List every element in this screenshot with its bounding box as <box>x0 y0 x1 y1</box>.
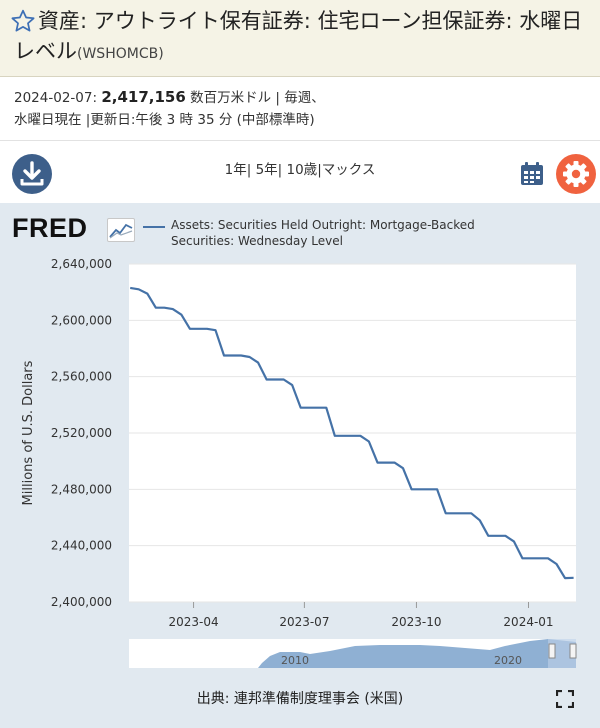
fullscreen-icon[interactable] <box>556 690 574 708</box>
legend-swatch <box>143 226 165 228</box>
y-tick-label: 2,640,000 <box>51 257 112 271</box>
x-tick-label: 2023-10 <box>391 615 441 629</box>
chart-toolbar <box>0 140 600 203</box>
series-meta: 2024-02-07: 2,417,156 数百万米ドル | 毎週、 水曜日現在… <box>14 86 589 131</box>
navigator-area <box>129 639 576 668</box>
series-header <box>0 0 600 77</box>
x-tick-label: 2024-01 <box>503 615 553 629</box>
units-frequency: 数百万米ドル | 毎週、 <box>190 90 325 106</box>
navigator-label-2020: 2020 <box>494 654 522 667</box>
source-note: 出典: 連邦準備制度理事会 (米国) <box>196 691 404 707</box>
y-axis: 2,640,000 2,600,000 2,560,000 2,520,000 2,48… <box>51 257 112 609</box>
y-tick-label: 2,520,000 <box>51 426 112 440</box>
calendar-icon[interactable] <box>518 160 546 188</box>
range-1y[interactable]: 1年 <box>224 162 247 178</box>
series-line <box>130 286 574 580</box>
x-tick-label: 2023-04 <box>168 615 218 629</box>
y-tick-label: 2,440,000 <box>51 539 112 553</box>
fred-logo: FRED <box>12 213 88 243</box>
navigator-left-handle[interactable] <box>548 643 556 659</box>
y-tick-label: 2,600,000 <box>51 313 112 327</box>
y-tick-label: 2,400,000 <box>51 595 112 609</box>
settings-button[interactable] <box>556 154 596 194</box>
range-max[interactable]: マックス <box>321 162 376 178</box>
page-title: 資産: アウトライト保有証券: 住宅ローン担保証券: 水曜日レベル(WSHOMC… <box>14 6 589 69</box>
line-chart: 2,640,000 2,600,000 2,560,000 2,520,000 2,48… <box>21 257 577 668</box>
x-axis: 2023-04 2023-07 2023-10 2024-01 <box>168 602 554 629</box>
range-separator: | <box>246 162 256 178</box>
download-icon <box>20 161 44 186</box>
latest-value: 2,417,156 <box>101 88 186 106</box>
fred-graph-icon <box>107 218 135 242</box>
series-code: (WSHOMCB) <box>77 46 164 62</box>
x-tick-label: 2023-07 <box>279 615 329 629</box>
favorite-star-icon[interactable] <box>10 8 36 34</box>
y-axis-label: Millions of U.S. Dollars <box>21 360 36 505</box>
range-5y[interactable]: 5年 <box>255 162 278 178</box>
y-tick-label: 2,560,000 <box>51 370 112 384</box>
observation-date: 2024-02-07: <box>14 90 98 106</box>
date-range-selector: 1年| 5年| 10歳|マックス <box>0 158 600 178</box>
y-tick-label: 2,480,000 <box>51 482 112 496</box>
range-10y[interactable]: 10歳 <box>286 162 318 178</box>
range-navigator[interactable]: 2010 2020 <box>129 639 577 668</box>
navigator-label-2010: 2010 <box>281 654 309 667</box>
gear-icon <box>563 161 589 187</box>
update-info: 水曜日現在 |更新日:午後 3 時 35 分 (中部標準時) <box>14 112 315 128</box>
grid-lines <box>129 263 576 603</box>
navigator-right-handle[interactable] <box>569 643 577 659</box>
series-title: 資産: アウトライト保有証券: 住宅ローン担保証券: 水曜日レベル <box>14 9 583 63</box>
download-button[interactable] <box>12 154 52 194</box>
range-separator: | <box>277 162 287 178</box>
range-separator: | <box>317 162 322 178</box>
legend-label: Assets: Securities Held Outright: Mortga… <box>171 218 475 248</box>
